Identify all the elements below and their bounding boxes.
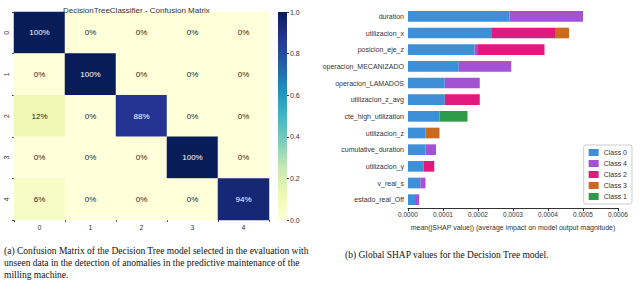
svg-text:100%: 100% [80,70,100,79]
svg-text:0.0006: 0.0006 [608,211,628,218]
svg-text:mean(|SHAP value|) (average im: mean(|SHAP value|) (average impact on mo… [411,224,616,232]
svg-text:6%: 6% [34,195,46,204]
svg-text:Class 0: Class 0 [604,149,627,156]
svg-text:0%: 0% [238,112,250,121]
svg-text:operacion_MECANIZADO: operacion_MECANIZADO [323,63,405,71]
svg-text:0%: 0% [238,28,250,37]
svg-text:0.0003: 0.0003 [503,211,523,218]
svg-text:cumulative_duration: cumulative_duration [341,146,404,154]
svg-text:0%: 0% [187,28,199,37]
svg-text:utilizacion_x: utilizacion_x [366,30,405,38]
svg-text:88%: 88% [133,112,149,121]
svg-text:0%: 0% [136,28,148,37]
svg-text:4: 4 [3,197,10,201]
svg-text:utilizacion_y: utilizacion_y [366,163,405,171]
svg-text:0%: 0% [187,112,199,121]
svg-text:0.0001: 0.0001 [433,211,453,218]
svg-text:0.0002: 0.0002 [468,211,488,218]
svg-text:2: 2 [140,224,144,231]
svg-text:2: 2 [3,114,10,118]
svg-text:0.0004: 0.0004 [538,211,558,218]
svg-text:estado_real_Off: estado_real_Off [354,196,404,204]
svg-text:0%: 0% [187,70,199,79]
svg-text:Class 3: Class 3 [604,182,627,189]
svg-text:0: 0 [3,31,10,35]
svg-text:0%: 0% [136,70,148,79]
svg-text:Class 2: Class 2 [604,171,627,178]
svg-text:1: 1 [89,224,93,231]
html-text:(b) Global SHAP values for the: (b) Global SHAP values for the Decision … [345,250,549,260]
svg-text:1: 1 [3,72,10,76]
svg-text:0%: 0% [187,195,199,204]
svg-text:0.2: 0.2 [290,175,300,182]
svg-text:3: 3 [3,156,10,160]
svg-text:4: 4 [242,224,246,231]
svg-text:3: 3 [191,224,195,231]
svg-text:0.0005: 0.0005 [573,211,593,218]
svg-text:utilizacion_z: utilizacion_z [366,130,405,138]
svg-text:Class 4: Class 4 [604,160,627,167]
svg-text:cte_high_utilization: cte_high_utilization [344,113,404,121]
svg-text:0%: 0% [34,153,46,162]
svg-text:0%: 0% [238,153,250,162]
svg-text:100%: 100% [29,28,49,37]
svg-text:0%: 0% [85,112,97,121]
html-text:(a) Confusion Matrix of the De: (a) Confusion Matrix of the Decision Tre… [4,246,309,280]
svg-text:0.8: 0.8 [290,50,300,57]
svg-text:Class 1: Class 1 [604,193,627,200]
svg-text:100%: 100% [182,153,202,162]
svg-text:12%: 12% [31,112,47,121]
svg-text:0.0: 0.0 [290,217,300,224]
svg-text:94%: 94% [235,195,251,204]
svg-text:0.4: 0.4 [290,133,300,140]
svg-text:v_real_s: v_real_s [378,180,405,188]
svg-text:0: 0 [38,224,42,231]
svg-text:0%: 0% [238,70,250,79]
svg-text:0%: 0% [85,153,97,162]
svg-text:operacion_LAMADOS: operacion_LAMADOS [335,80,404,88]
svg-text:0%: 0% [85,195,97,204]
svg-text:0%: 0% [85,28,97,37]
svg-text:1.0: 1.0 [290,9,300,16]
svg-text:utilizacion_z_avg: utilizacion_z_avg [351,96,404,104]
svg-text:0%: 0% [136,195,148,204]
svg-text:0.6: 0.6 [290,92,300,99]
svg-text:duration: duration [379,13,404,20]
svg-text:posicion_eje_z: posicion_eje_z [358,46,405,54]
svg-text:0.0000: 0.0000 [398,211,418,218]
svg-text:DecisionTreeClassifier - Confu: DecisionTreeClassifier - Confusion Matri… [63,6,210,15]
svg-text:0%: 0% [136,153,148,162]
svg-text:0%: 0% [34,70,46,79]
